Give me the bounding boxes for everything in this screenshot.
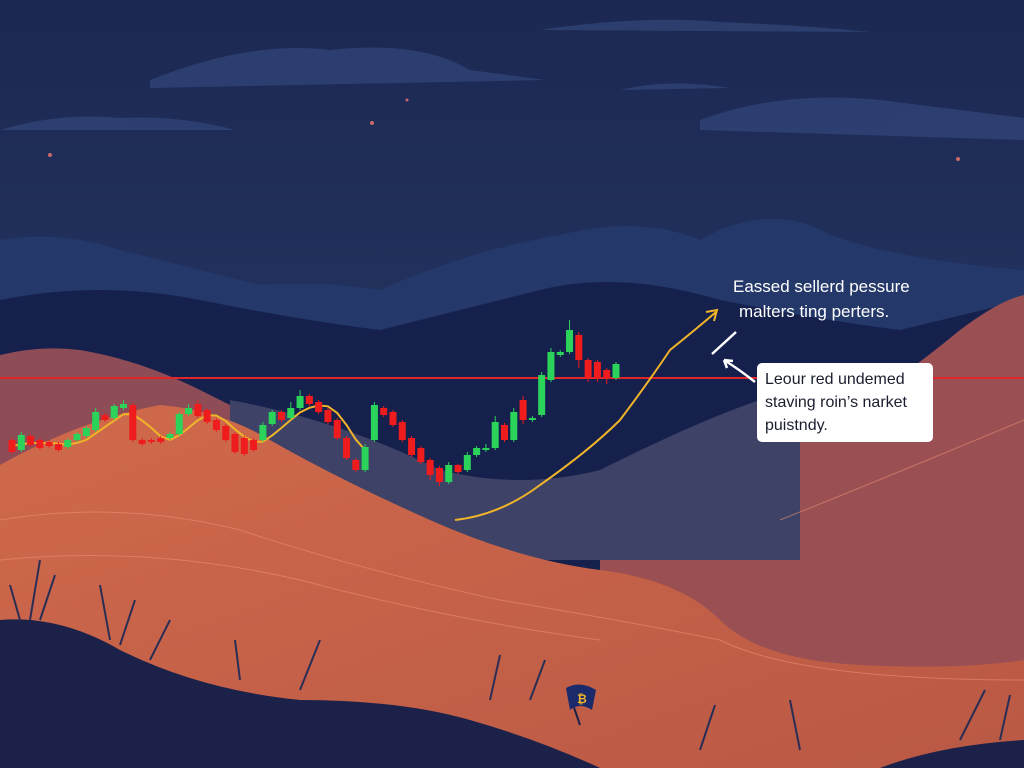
candle bbox=[212, 420, 220, 430]
candle bbox=[408, 438, 416, 455]
candle bbox=[491, 422, 499, 448]
candle bbox=[566, 330, 574, 352]
headline-line-2: malters ting perters. bbox=[739, 302, 890, 321]
candle bbox=[194, 404, 202, 416]
candle bbox=[454, 465, 462, 472]
candle bbox=[593, 362, 601, 378]
candle bbox=[398, 422, 406, 440]
candle bbox=[389, 412, 397, 425]
callout-arrow-icon bbox=[722, 358, 756, 383]
candle bbox=[305, 396, 313, 404]
candle bbox=[324, 410, 332, 422]
candle bbox=[547, 352, 555, 380]
foreground-dark-right bbox=[880, 740, 1024, 768]
candle bbox=[538, 375, 546, 415]
candle bbox=[445, 465, 453, 482]
contour-lines bbox=[0, 419, 1024, 681]
callout-box: Leour red undemed staving roin’s narket … bbox=[757, 363, 933, 442]
callout-line-3: puistndy. bbox=[765, 417, 828, 434]
candle bbox=[343, 438, 351, 458]
candle bbox=[528, 418, 536, 420]
orange-land bbox=[0, 405, 1024, 768]
candle bbox=[435, 468, 443, 482]
candle bbox=[64, 440, 72, 447]
callout-line-1: Leour red undemed bbox=[765, 371, 905, 388]
candle bbox=[268, 412, 276, 424]
candle bbox=[259, 425, 267, 440]
candle bbox=[287, 408, 295, 418]
candle bbox=[138, 440, 146, 444]
candle bbox=[519, 400, 527, 420]
candle bbox=[575, 335, 583, 360]
candle bbox=[417, 448, 425, 462]
candle bbox=[36, 440, 44, 448]
candle bbox=[147, 440, 155, 442]
rising-trend-line bbox=[454, 311, 717, 521]
candle bbox=[110, 406, 118, 418]
candle bbox=[352, 460, 360, 470]
candle bbox=[612, 364, 620, 378]
candle bbox=[120, 404, 128, 408]
candle bbox=[129, 405, 137, 440]
candle bbox=[380, 408, 388, 415]
candle bbox=[250, 440, 258, 450]
bitcoin-flag-icon: ₿ bbox=[566, 684, 596, 726]
candle bbox=[463, 455, 471, 470]
foreground-dark bbox=[0, 619, 600, 768]
candle bbox=[473, 448, 481, 455]
svg-text:₿: ₿ bbox=[577, 692, 587, 706]
trend-arrow-head-icon bbox=[705, 308, 719, 322]
candle bbox=[17, 435, 25, 450]
candle bbox=[296, 396, 304, 408]
headline-caption: Eassed sellerd pessure malters ting pert… bbox=[733, 274, 933, 324]
candle bbox=[426, 460, 434, 475]
grass bbox=[9, 559, 1011, 751]
candle bbox=[92, 412, 100, 430]
candle bbox=[54, 444, 62, 450]
candle bbox=[510, 412, 518, 440]
candle bbox=[8, 440, 16, 452]
candle bbox=[603, 370, 611, 378]
candle bbox=[315, 402, 323, 412]
candle bbox=[482, 448, 490, 450]
pointer-line bbox=[711, 331, 737, 355]
candle bbox=[556, 352, 564, 355]
candle bbox=[370, 405, 378, 440]
candle bbox=[333, 420, 341, 438]
headline-line-1: Eassed sellerd pessure bbox=[733, 277, 910, 296]
candle bbox=[240, 438, 248, 454]
candle bbox=[45, 442, 53, 446]
candle bbox=[73, 434, 81, 440]
candle bbox=[27, 436, 35, 445]
candle bbox=[185, 408, 193, 414]
candle bbox=[166, 434, 174, 438]
candle bbox=[82, 428, 90, 436]
candle bbox=[277, 412, 285, 420]
candle bbox=[157, 438, 165, 442]
candle bbox=[500, 425, 508, 440]
callout-line-2: staving roin’s narket bbox=[765, 394, 907, 411]
clouds bbox=[0, 19, 1024, 140]
candle bbox=[203, 410, 211, 422]
candlestick-series bbox=[8, 320, 620, 486]
candle bbox=[222, 426, 230, 440]
candle bbox=[175, 414, 183, 434]
candle bbox=[584, 360, 592, 378]
candle bbox=[101, 415, 109, 420]
candle bbox=[361, 447, 369, 470]
candle bbox=[231, 434, 239, 452]
